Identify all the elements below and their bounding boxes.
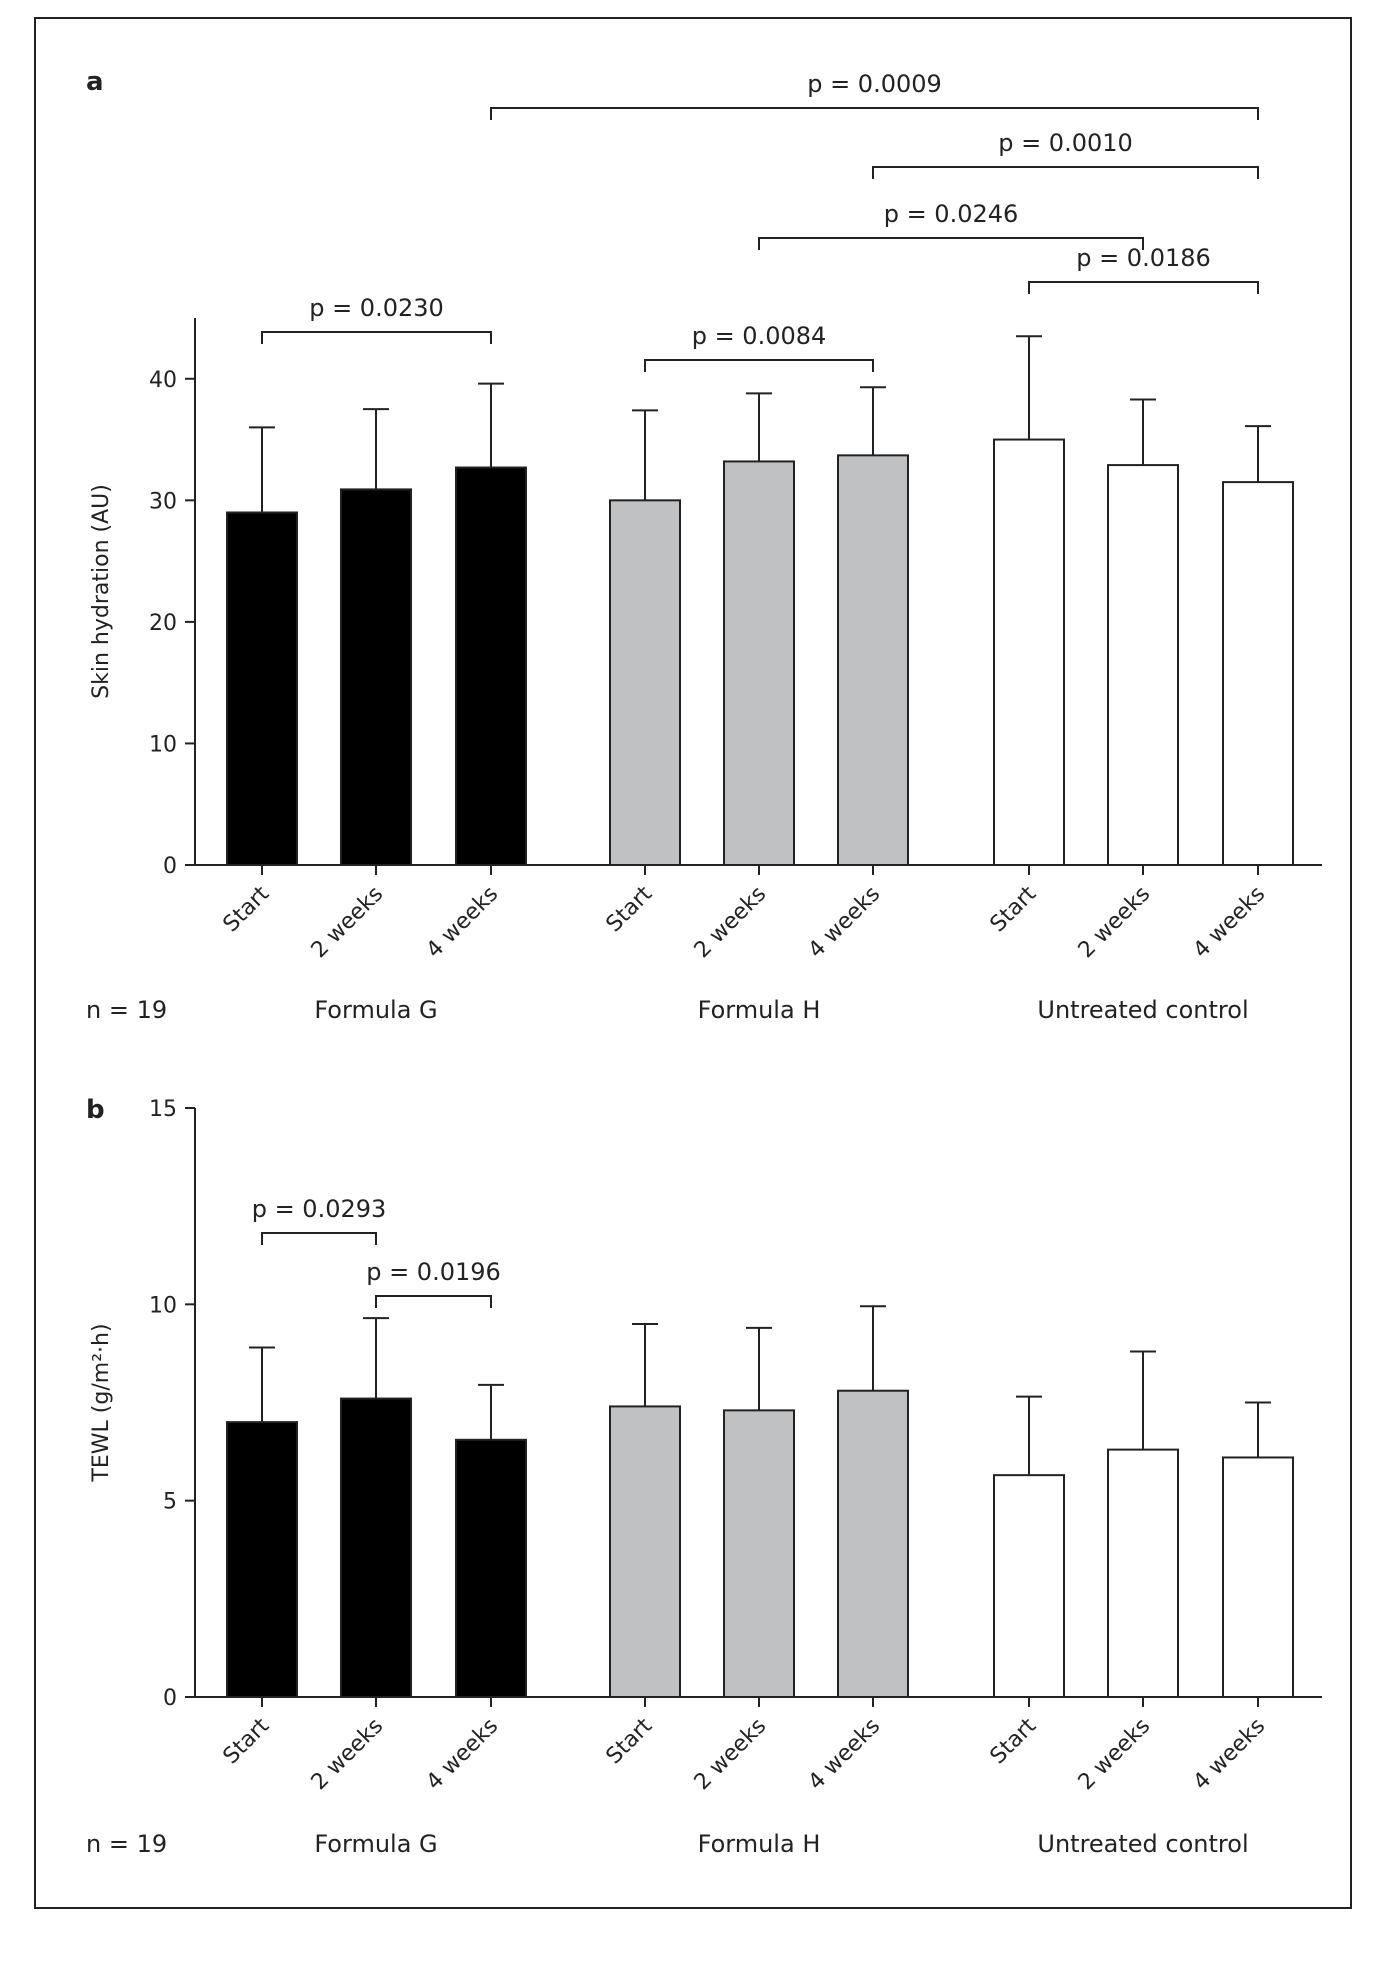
bar [226,1421,298,1698]
x-tick-label: 2 weeks [1074,882,1156,964]
bar [1107,1448,1179,1698]
p-value-label: p = 0.0293 [252,1195,387,1223]
bar [340,1397,412,1699]
significance-bracket [644,359,874,372]
significance-bracket [758,237,1144,250]
group-label: Untreated control [1037,1830,1248,1858]
p-value-label: p = 0.0009 [807,70,942,98]
bar [1222,1456,1294,1699]
bar [837,454,909,866]
bar [455,466,527,866]
group-label: Untreated control [1037,996,1248,1024]
bar [609,1405,681,1698]
group-label: Formula G [314,996,437,1024]
panel-letter: b [86,1095,105,1125]
significance-bracket [1028,281,1259,294]
x-tick-label: Start [219,1713,275,1769]
sample-size-label: n = 19 [86,996,167,1024]
x-tick-label: 2 weeks [690,1714,772,1796]
p-value-label: p = 0.0084 [692,322,827,350]
x-tick-label: Start [986,1713,1042,1769]
bar [1222,481,1294,866]
y-tick-label: 30 [149,489,177,514]
p-value-label: p = 0.0186 [1076,244,1211,272]
panel-letter: a [86,67,104,97]
p-value-label: p = 0.0196 [366,1258,501,1286]
bar [609,499,681,866]
significance-bracket [261,1232,377,1245]
significance-bracket [375,1295,492,1308]
p-value-label: p = 0.0246 [884,200,1019,228]
y-tick-label: 10 [149,1293,177,1318]
bar [1107,464,1179,866]
p-value-label: p = 0.0230 [309,294,444,322]
sample-size-label: n = 19 [86,1830,167,1858]
y-tick-label: 15 [149,1097,177,1122]
y-tick-label: 5 [163,1490,177,1515]
x-tick-label: 2 weeks [307,1714,389,1796]
x-tick-label: 2 weeks [1074,1714,1156,1796]
bar [837,1389,909,1698]
significance-bracket [872,166,1259,179]
y-tick-label: 40 [149,368,177,393]
group-label: Formula H [698,996,821,1024]
p-value-label: p = 0.0010 [998,129,1133,157]
bar [993,438,1065,866]
y-tick-label: 0 [163,1686,177,1711]
x-tick-label: 4 weeks [422,1714,504,1796]
y-axis-label: TEWL (g/m²·h) [89,1323,114,1482]
x-tick-label: 4 weeks [804,882,886,964]
x-tick-label: 4 weeks [1189,882,1271,964]
y-axis-label: Skin hydration (AU) [89,484,114,699]
x-tick-label: Start [602,881,658,937]
bar [723,1409,795,1699]
x-tick-label: 2 weeks [690,882,772,964]
significance-bracket [261,331,492,344]
bar [993,1474,1065,1698]
y-tick-label: 0 [163,854,177,879]
x-tick-label: 4 weeks [422,882,504,964]
x-tick-label: Start [602,1713,658,1769]
bar [226,511,298,866]
bar [723,460,795,866]
x-tick-label: 2 weeks [307,882,389,964]
x-tick-label: Start [986,881,1042,937]
bar [455,1438,527,1698]
x-tick-label: Start [219,881,275,937]
group-label: Formula G [314,1830,437,1858]
significance-bracket [490,107,1259,120]
y-tick-label: 10 [149,732,177,757]
x-tick-label: 4 weeks [804,1714,886,1796]
bar [340,488,412,866]
group-label: Formula H [698,1830,821,1858]
x-tick-label: 4 weeks [1189,1714,1271,1796]
y-tick-label: 20 [149,611,177,636]
